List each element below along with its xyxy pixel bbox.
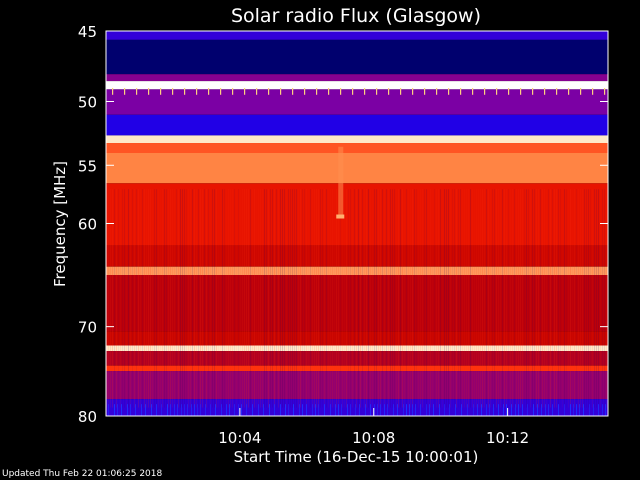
frequency-band [106,266,608,275]
frequency-band [106,351,608,366]
x-tick-label: 10:12 [486,429,529,447]
y-axis: 45 50 55 60 70 80 [78,23,608,426]
frequency-band [106,81,608,90]
y-tick-label: 60 [78,216,97,234]
updated-timestamp: Updated Thu Feb 22 01:06:25 2018 [2,469,163,479]
y-tick-label: 55 [78,157,97,175]
burst-spot [336,214,345,219]
burst-streak [338,146,344,218]
chart-title: Solar radio Flux (Glasgow) [231,5,481,27]
frequency-band [106,153,608,184]
frequency-band [106,275,608,332]
y-tick-label: 50 [78,94,97,112]
frequency-band [106,183,608,246]
x-tick-label: 10:08 [352,429,395,447]
frequency-band [106,399,608,416]
frequency-band [106,331,608,346]
frequency-band [106,245,608,267]
x-tick-label: 10:04 [218,429,261,447]
frequency-band [106,39,608,75]
y-tick-label: 70 [78,319,97,337]
frequency-band [106,74,608,82]
interference-ticks [112,87,606,95]
noise-texture [106,189,607,416]
y-tick-label: 80 [78,408,97,426]
frequency-band [106,143,608,153]
frequency-band [106,345,608,352]
frequency-band [106,135,608,144]
frequency-band [106,365,608,372]
frequency-band [106,31,608,40]
x-axis-label: Start Time (16-Dec-15 10:00:01) [234,448,479,466]
frequency-band [106,371,608,400]
frequency-band [106,114,608,136]
x-axis: 10:04 10:08 10:12 [218,408,529,447]
y-tick-label: 45 [78,23,97,41]
y-axis-label: Frequency [MHz] [51,161,69,287]
frequency-band [106,89,608,115]
heatmap-area [106,31,608,416]
